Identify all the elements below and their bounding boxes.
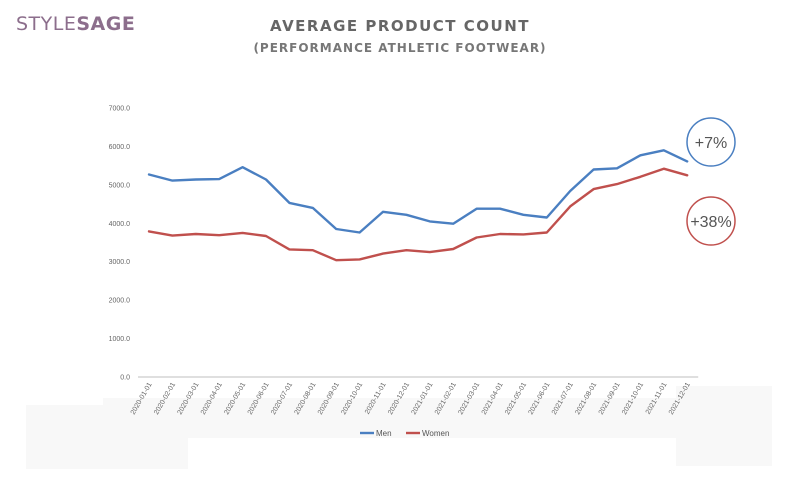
brand-logo: STYLESAGE (16, 13, 135, 35)
x-tick-label: 2021-07-01 (551, 381, 575, 416)
x-tick-label: 2020-03-01 (177, 381, 201, 416)
chart-subtitle: (PERFORMANCE ATHLETIC FOOTWEAR) (253, 41, 547, 55)
x-tick-label: 2021-09-01 (598, 381, 622, 416)
y-tick-label: 3000.0 (109, 259, 131, 266)
x-tick-label: 2020-08-01 (294, 381, 318, 416)
legend-label: Men (376, 429, 392, 438)
y-tick-label: 5000.0 (109, 182, 131, 189)
x-tick-label: 2020-12-01 (387, 381, 411, 416)
change-badge-label: +38% (690, 214, 731, 231)
x-tick-label: 2020-07-01 (270, 381, 294, 416)
x-tick-label: 2020-04-01 (200, 381, 224, 416)
x-tick-label: 2020-10-01 (340, 381, 364, 416)
x-tick-label: 2021-06-01 (528, 381, 552, 416)
x-axis: 2020-01-01 2020-02-01 2020-03-01 2020-04-01… (130, 376, 699, 416)
x-tick-label: 2020-11-01 (364, 381, 388, 415)
background-panel (676, 386, 772, 466)
change-badge-label: +7% (695, 135, 727, 152)
x-tick-label: 2020-02-01 (153, 381, 177, 416)
y-tick-label: 0.0 (120, 375, 130, 382)
change-badges: +7% +38% (686, 117, 736, 246)
y-tick-label: 2000.0 (109, 298, 131, 305)
brand-logo-part2: SAGE (76, 13, 136, 35)
y-tick-label: 6000.0 (109, 144, 131, 151)
chart-title: AVERAGE PRODUCT COUNT (269, 17, 530, 35)
legend-label: Women (422, 429, 449, 438)
series-line-women (147, 167, 689, 262)
y-tick-label: 7000.0 (109, 106, 131, 113)
series-lines (147, 149, 689, 262)
x-tick-label: 2021-10-01 (621, 381, 645, 416)
x-tick-label: 2021-01-01 (411, 381, 435, 416)
x-tick-label: 2021-05-01 (504, 381, 528, 416)
x-tick-label: 2021-11-01 (645, 381, 669, 415)
background-panel (103, 398, 703, 438)
x-tick-label: 2020-05-01 (223, 381, 247, 416)
change-badge-circle (686, 196, 736, 246)
x-tick-label: 2021-02-01 (434, 381, 458, 416)
y-tick-label: 1000.0 (109, 336, 131, 343)
legend: Men Women (360, 429, 449, 438)
series-line-men (147, 149, 689, 234)
x-tick-label: 2021-08-01 (574, 381, 598, 416)
x-tick-label: 2021-12-01 (668, 381, 692, 416)
x-tick-label: 2020-06-01 (247, 381, 271, 416)
x-tick-label: 2021-03-01 (457, 381, 481, 416)
brand-logo-part1: STYLE (16, 13, 77, 35)
change-badge-circle (686, 117, 736, 167)
y-axis: 0.0 1000.0 2000.0 3000.0 4000.0 5000.0 6000.0 7… (109, 106, 131, 382)
x-tick-label: 2021-04-01 (481, 381, 505, 416)
y-tick-label: 4000.0 (109, 221, 131, 228)
x-tick-label: 2020-01-01 (130, 381, 154, 416)
x-tick-label: 2020-09-01 (317, 381, 341, 416)
